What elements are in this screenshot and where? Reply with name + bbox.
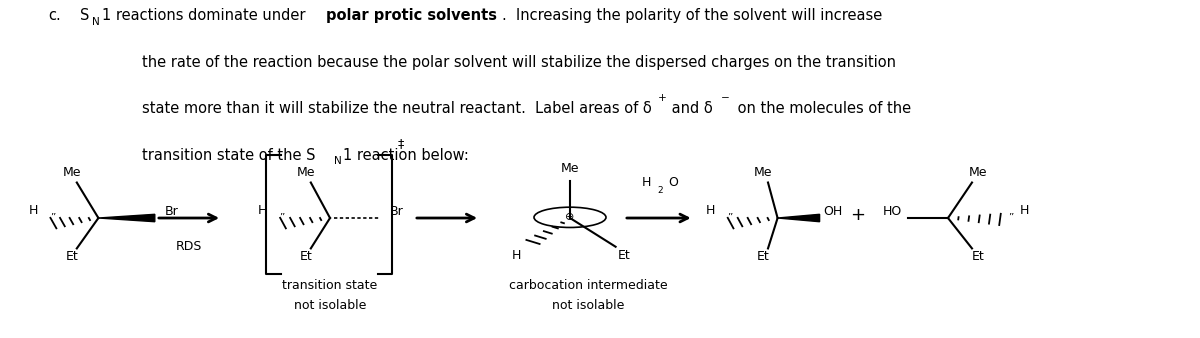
Text: the rate of the reaction because the polar solvent will stabilize the dispersed : the rate of the reaction because the pol…	[142, 55, 895, 70]
Text: H: H	[511, 249, 521, 262]
Text: −: −	[721, 93, 730, 103]
Text: 1 reaction below:: 1 reaction below:	[343, 148, 469, 163]
Text: RDS: RDS	[176, 240, 202, 253]
Text: Et: Et	[300, 250, 312, 263]
Text: transition state of the S: transition state of the S	[142, 148, 316, 163]
Text: not isolable: not isolable	[552, 299, 624, 312]
Text: c.: c.	[48, 8, 61, 23]
Text: carbocation intermediate: carbocation intermediate	[509, 279, 667, 292]
Text: +: +	[851, 206, 865, 224]
Text: N: N	[334, 156, 341, 166]
Text: H: H	[29, 204, 38, 217]
Text: 2: 2	[658, 187, 662, 195]
Text: polar protic solvents: polar protic solvents	[326, 8, 498, 23]
Text: Me: Me	[968, 166, 988, 179]
Text: ⊕: ⊕	[565, 212, 575, 222]
Text: H: H	[642, 176, 652, 189]
Text: not isolable: not isolable	[294, 299, 366, 312]
Text: ’’: ’’	[280, 213, 286, 223]
Text: ’’: ’’	[1008, 213, 1014, 223]
Text: Et: Et	[757, 250, 769, 263]
Text: 1 reactions dominate under: 1 reactions dominate under	[102, 8, 310, 23]
Text: O: O	[668, 176, 678, 189]
Text: ’’: ’’	[50, 213, 56, 223]
Text: and δ: and δ	[667, 101, 713, 116]
Text: S: S	[80, 8, 90, 23]
Text: N: N	[92, 17, 100, 27]
Text: Me: Me	[296, 166, 316, 179]
Text: transition state: transition state	[282, 279, 378, 292]
Polygon shape	[98, 214, 155, 222]
Text: Me: Me	[62, 166, 82, 179]
Text: Me: Me	[754, 166, 773, 179]
Text: +: +	[658, 93, 666, 103]
Text: ’’: ’’	[727, 213, 733, 223]
Text: .  Increasing the polarity of the solvent will increase: . Increasing the polarity of the solvent…	[502, 8, 882, 23]
Text: Br: Br	[164, 205, 178, 218]
Text: on the molecules of the: on the molecules of the	[733, 101, 911, 116]
Polygon shape	[778, 214, 820, 222]
Text: Me: Me	[560, 163, 580, 175]
Text: HO: HO	[883, 205, 902, 218]
Text: H: H	[706, 204, 715, 217]
Text: Et: Et	[618, 249, 630, 262]
Text: H: H	[1020, 204, 1030, 217]
Text: H: H	[258, 204, 268, 217]
Text: Br: Br	[390, 205, 403, 218]
Text: ‡: ‡	[397, 138, 403, 150]
Text: Et: Et	[66, 250, 78, 263]
Text: OH: OH	[823, 205, 842, 218]
Text: state more than it will stabilize the neutral reactant.  Label areas of δ: state more than it will stabilize the ne…	[142, 101, 652, 116]
Text: Et: Et	[972, 250, 984, 263]
